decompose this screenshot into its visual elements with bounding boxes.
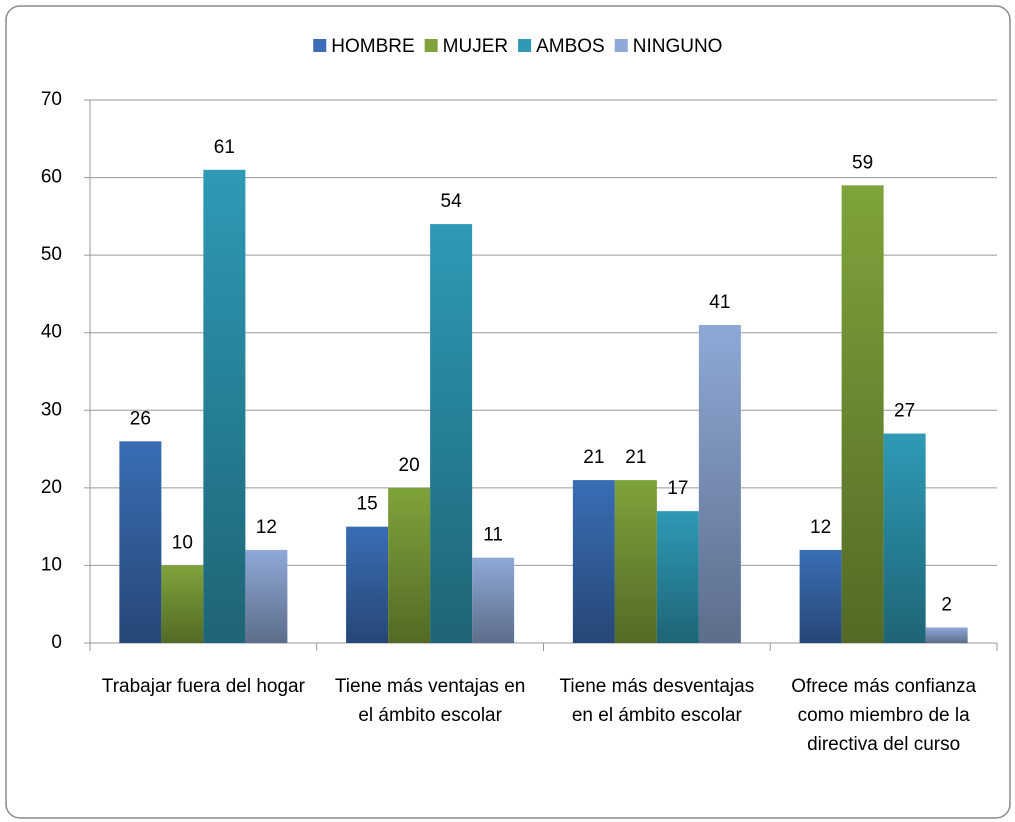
legend-label: AMBOS bbox=[536, 36, 605, 57]
legend-swatch bbox=[424, 39, 438, 52]
bar bbox=[799, 549, 842, 643]
y-tick-label: 10 bbox=[41, 554, 62, 575]
legend-label: HOMBRE bbox=[331, 36, 414, 57]
value-label: 15 bbox=[357, 494, 378, 515]
value-label: 12 bbox=[810, 517, 831, 538]
legend-swatch bbox=[313, 39, 327, 52]
bar bbox=[656, 511, 699, 643]
value-label: 59 bbox=[852, 152, 873, 173]
value-label: 11 bbox=[483, 525, 503, 546]
value-label: 20 bbox=[399, 455, 420, 476]
y-tick-label: 40 bbox=[41, 322, 62, 343]
legend-label: NINGUNO bbox=[633, 36, 723, 57]
value-label: 27 bbox=[894, 401, 915, 422]
x-tick-label: Tiene más ventajas en el ámbito escolar bbox=[334, 676, 526, 726]
y-tick-label: 50 bbox=[41, 244, 62, 265]
value-label: 61 bbox=[214, 137, 235, 158]
x-tick-label: Tiene más desventajas en el ámbito escol… bbox=[559, 676, 755, 726]
y-tick-label: 0 bbox=[51, 632, 62, 653]
bar bbox=[883, 433, 926, 643]
value-label: 17 bbox=[667, 478, 688, 499]
value-label: 2 bbox=[941, 595, 952, 616]
legend-swatch bbox=[518, 39, 532, 52]
bar bbox=[245, 549, 288, 643]
value-label: 54 bbox=[441, 191, 463, 212]
bar bbox=[161, 565, 204, 643]
y-tick-label: 20 bbox=[41, 477, 62, 498]
value-label: 26 bbox=[130, 408, 151, 429]
value-label: 21 bbox=[583, 447, 604, 468]
bar bbox=[472, 557, 515, 643]
y-tick-label: 30 bbox=[41, 399, 62, 420]
value-label: 12 bbox=[256, 517, 277, 538]
y-tick-label: 60 bbox=[41, 167, 62, 188]
value-label: 41 bbox=[709, 292, 730, 313]
y-tick-label: 70 bbox=[41, 89, 62, 110]
bar bbox=[698, 324, 741, 643]
bar bbox=[388, 487, 431, 643]
bar bbox=[572, 480, 615, 643]
bar bbox=[119, 441, 162, 643]
bar bbox=[841, 185, 884, 644]
legend-swatch bbox=[614, 39, 628, 52]
bar bbox=[430, 224, 473, 643]
x-tick-label: Trabajar fuera del hogar bbox=[101, 676, 305, 697]
legend-label: MUJER bbox=[443, 36, 508, 57]
bar bbox=[203, 169, 246, 644]
bar bbox=[614, 480, 657, 643]
bar bbox=[925, 627, 968, 643]
value-label: 21 bbox=[625, 447, 646, 468]
bar bbox=[346, 526, 389, 643]
value-label: 10 bbox=[172, 532, 193, 553]
x-tick-label: Ofrece más confianza como miembro de la … bbox=[791, 676, 977, 755]
